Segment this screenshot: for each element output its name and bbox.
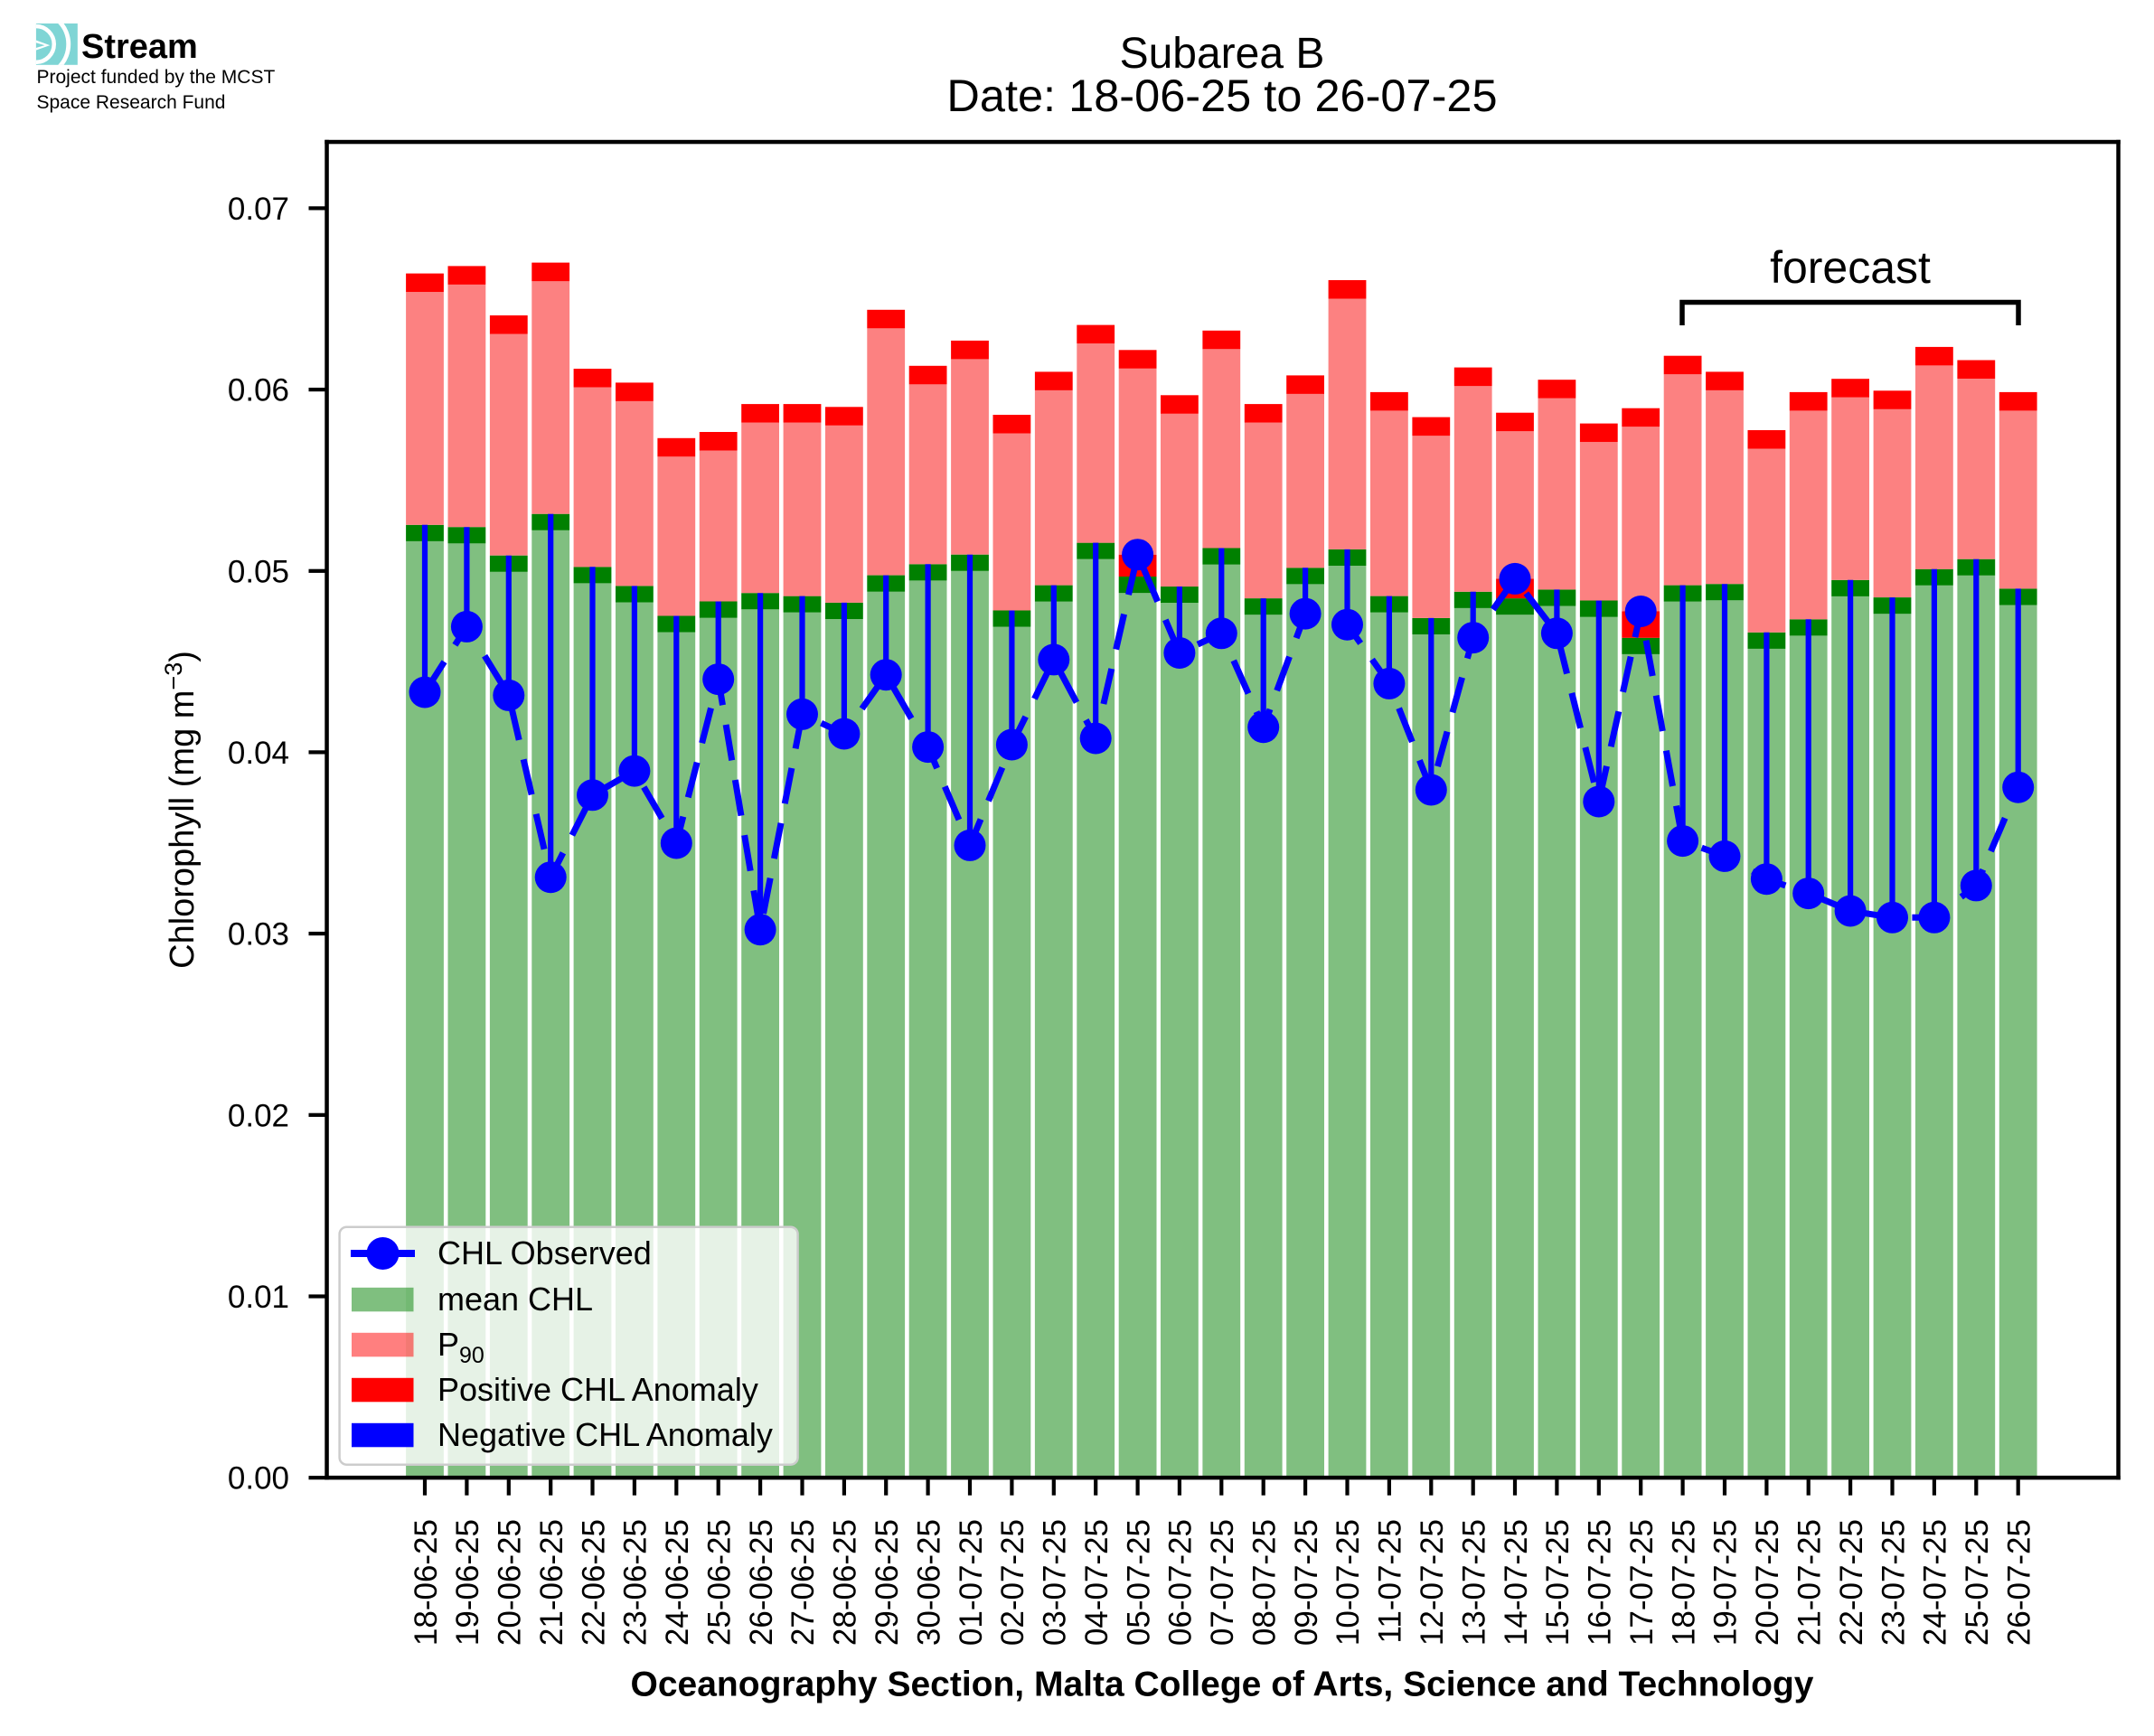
svg-text:04-07-25: 04-07-25 — [1079, 1519, 1115, 1646]
svg-text:Oceanography Section, Malta Co: Oceanography Section, Malta College of A… — [631, 1666, 1814, 1704]
svg-text:02-07-25: 02-07-25 — [995, 1519, 1030, 1646]
svg-text:13-07-25: 13-07-25 — [1456, 1519, 1491, 1646]
svg-text:Chlorophyll (mg m−3): Chlorophyll (mg m−3) — [160, 651, 202, 969]
svg-text:11-07-25: 11-07-25 — [1373, 1519, 1408, 1644]
svg-text:CHL Observed: CHL Observed — [437, 1234, 652, 1272]
svg-text:20-06-25: 20-06-25 — [493, 1519, 528, 1646]
svg-text:28-06-25: 28-06-25 — [828, 1519, 863, 1646]
svg-text:26-07-25: 26-07-25 — [2001, 1519, 2036, 1646]
svg-text:Stream: Stream — [81, 28, 198, 66]
svg-text:01-07-25: 01-07-25 — [954, 1519, 989, 1646]
svg-text:29-06-25: 29-06-25 — [870, 1519, 905, 1646]
svg-text:18-06-25: 18-06-25 — [409, 1519, 444, 1646]
svg-text:mean CHL: mean CHL — [437, 1281, 593, 1318]
svg-text:18-07-25: 18-07-25 — [1666, 1519, 1701, 1646]
svg-text:05-07-25: 05-07-25 — [1121, 1519, 1156, 1646]
svg-text:17-07-25: 17-07-25 — [1624, 1519, 1660, 1646]
svg-text:25-07-25: 25-07-25 — [1960, 1519, 1995, 1646]
svg-text:Negative CHL Anomaly: Negative CHL Anomaly — [437, 1416, 773, 1453]
svg-text:22-07-25: 22-07-25 — [1834, 1519, 1869, 1646]
svg-text:23-06-25: 23-06-25 — [618, 1519, 654, 1646]
svg-text:20-07-25: 20-07-25 — [1750, 1519, 1785, 1646]
svg-text:16-07-25: 16-07-25 — [1583, 1519, 1618, 1646]
svg-text:26-06-25: 26-06-25 — [744, 1519, 779, 1646]
svg-text:14-07-25: 14-07-25 — [1499, 1519, 1534, 1646]
svg-text:Date: 18-06-25 to 26-07-25: Date: 18-06-25 to 26-07-25 — [946, 70, 1497, 121]
svg-text:07-07-25: 07-07-25 — [1205, 1519, 1240, 1646]
svg-text:24-07-25: 24-07-25 — [1918, 1519, 1953, 1646]
svg-text:Positive CHL Anomaly: Positive CHL Anomaly — [437, 1371, 758, 1408]
svg-text:25-06-25: 25-06-25 — [701, 1519, 737, 1646]
svg-text:09-07-25: 09-07-25 — [1289, 1519, 1324, 1646]
svg-text:0.02: 0.02 — [228, 1098, 289, 1133]
svg-text:10-07-25: 10-07-25 — [1331, 1519, 1366, 1646]
svg-text:08-07-25: 08-07-25 — [1246, 1519, 1282, 1646]
svg-text:0.05: 0.05 — [228, 554, 289, 589]
svg-text:21-07-25: 21-07-25 — [1792, 1519, 1827, 1646]
svg-text:0.04: 0.04 — [228, 736, 289, 771]
svg-text:Subarea B: Subarea B — [1120, 30, 1325, 78]
svg-text:06-07-25: 06-07-25 — [1163, 1519, 1199, 1646]
svg-text:19-07-25: 19-07-25 — [1708, 1519, 1744, 1646]
svg-text:03-07-25: 03-07-25 — [1038, 1519, 1073, 1646]
svg-text:0.01: 0.01 — [228, 1280, 289, 1315]
svg-text:27-06-25: 27-06-25 — [785, 1519, 821, 1646]
svg-text:22-06-25: 22-06-25 — [576, 1519, 611, 1646]
svg-text:0.03: 0.03 — [228, 917, 289, 952]
svg-text:Space Research Fund: Space Research Fund — [37, 92, 226, 113]
svg-text:21-06-25: 21-06-25 — [534, 1519, 569, 1646]
svg-text:0.07: 0.07 — [228, 192, 289, 227]
svg-text:forecast: forecast — [1770, 242, 1931, 293]
svg-text:15-07-25: 15-07-25 — [1540, 1519, 1576, 1646]
svg-text:19-06-25: 19-06-25 — [450, 1519, 485, 1646]
svg-text:30-06-25: 30-06-25 — [911, 1519, 946, 1646]
svg-text:12-07-25: 12-07-25 — [1415, 1519, 1450, 1646]
svg-text:0.06: 0.06 — [228, 373, 289, 408]
svg-text:Project funded by the MCST: Project funded by the MCST — [37, 67, 276, 88]
svg-text:0.00: 0.00 — [228, 1461, 289, 1497]
svg-text:24-06-25: 24-06-25 — [660, 1519, 695, 1646]
svg-text:23-07-25: 23-07-25 — [1876, 1519, 1911, 1646]
